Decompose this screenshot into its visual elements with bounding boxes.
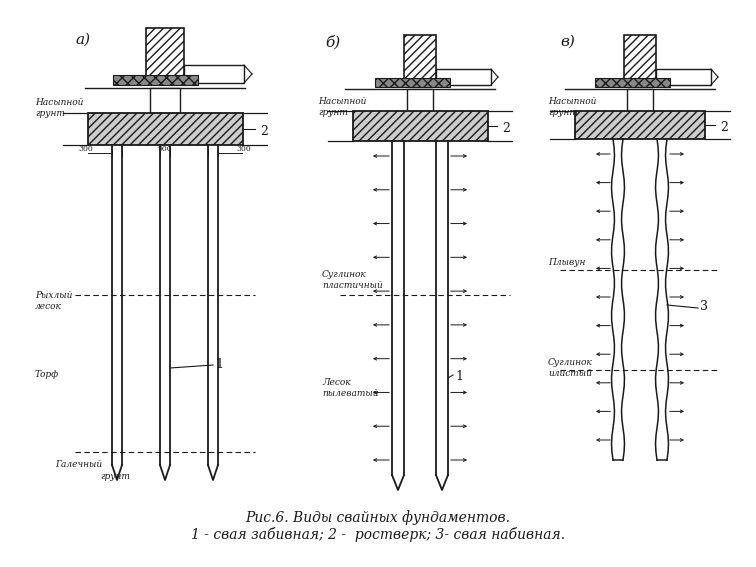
Text: 3: 3 [700,300,708,313]
Text: Суглинок: Суглинок [548,358,593,367]
Text: 2: 2 [720,121,728,134]
Text: Рис.6. Виды свайных фундаментов.: Рис.6. Виды свайных фундаментов. [246,510,510,525]
Text: Насыпной: Насыпной [548,97,596,106]
Text: пылеватый: пылеватый [322,389,379,398]
Bar [575,111,705,139]
Text: грунт: грунт [100,472,130,481]
Bar [88,113,243,145]
Text: лесок: лесок [35,302,62,311]
Bar [375,78,450,87]
Text: 1: 1 [455,370,463,383]
Text: 1 - свая забивная; 2 -  ростверк; 3- свая набивная.: 1 - свая забивная; 2 - ростверк; 3- свая… [191,527,565,542]
Text: Суглинок: Суглинок [322,270,367,279]
Text: Торф: Торф [35,370,59,379]
Bar [656,69,711,85]
Text: илистый: илистый [548,369,592,378]
Bar [353,111,488,141]
Text: 300: 300 [79,145,94,153]
Bar [404,35,436,85]
Text: Рыхлый: Рыхлый [35,291,73,300]
Bar [624,35,656,85]
Text: в): в) [560,35,575,49]
Bar [150,88,180,113]
Bar [595,78,670,87]
Bar [184,65,244,83]
Text: б): б) [325,35,340,49]
Bar [627,89,653,111]
Text: грунт: грунт [35,109,65,118]
Text: Лесок: Лесок [322,378,351,387]
Text: Галечный: Галечный [55,460,102,469]
Bar [407,89,433,111]
Text: а): а) [75,33,90,47]
Text: Насыпной: Насыпной [318,97,367,106]
Text: грунт: грунт [548,108,578,117]
Text: 1: 1 [215,358,223,371]
Text: грунт: грунт [318,108,348,117]
Text: 2: 2 [260,125,268,138]
Bar [436,69,491,85]
Text: 300: 300 [237,145,252,153]
Bar [146,28,184,83]
Text: пластичный: пластичный [322,281,383,290]
Text: Плывун: Плывун [548,258,585,267]
Text: 900: 900 [158,145,172,153]
Text: 2: 2 [502,122,510,135]
Text: Насыпной: Насыпной [35,98,83,107]
Bar [113,75,198,85]
